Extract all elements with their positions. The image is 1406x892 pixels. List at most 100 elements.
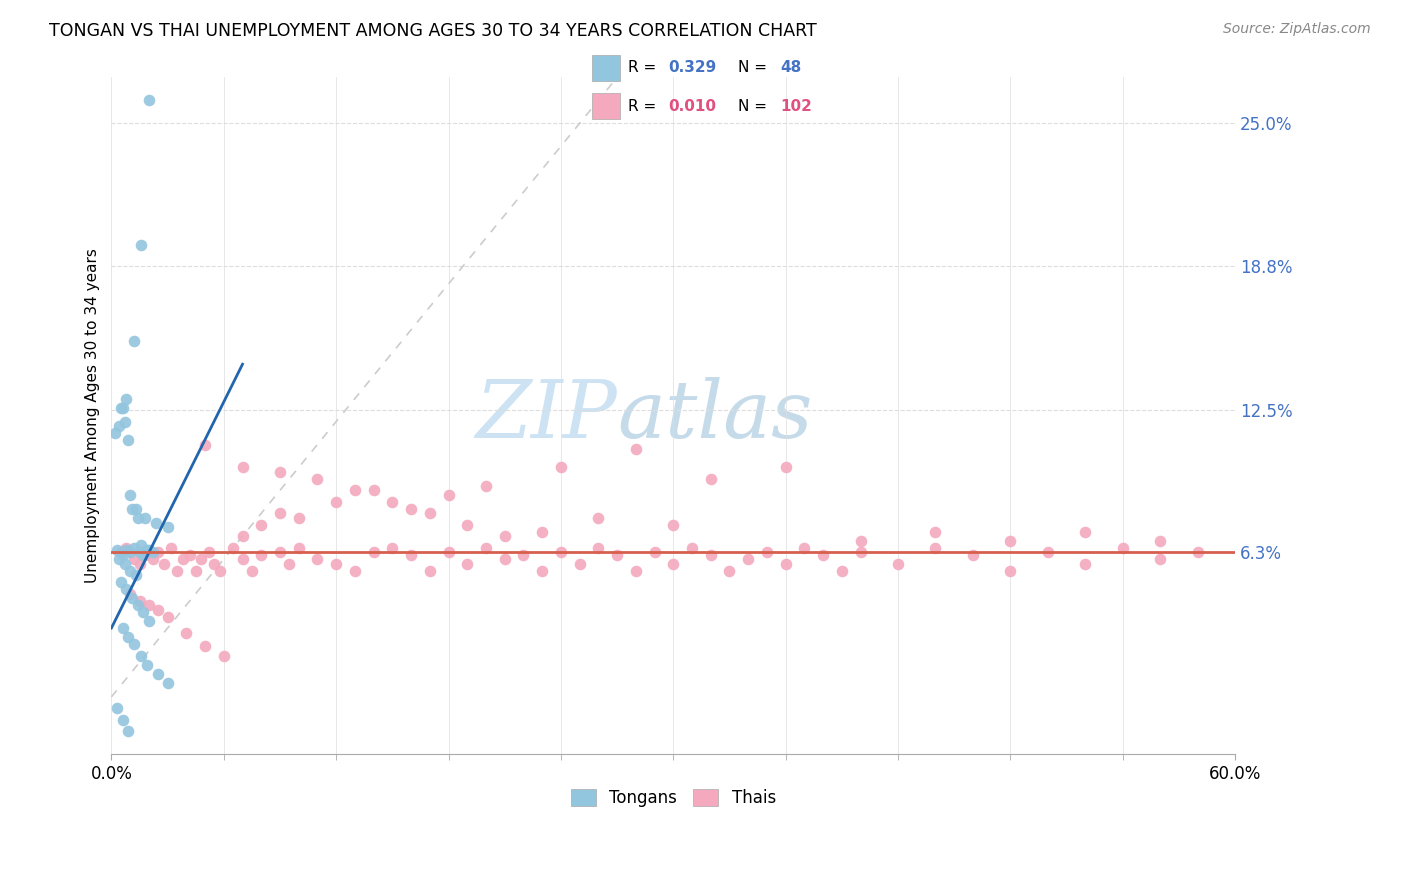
- Point: [381, 541, 404, 555]
- Point: [190, 552, 212, 566]
- Text: R =: R =: [628, 98, 657, 113]
- Point: [148, 602, 170, 616]
- Point: [122, 637, 145, 651]
- Point: [568, 557, 591, 571]
- Point: [156, 676, 179, 690]
- Point: [145, 516, 167, 530]
- Point: [114, 557, 136, 571]
- Point: [849, 545, 872, 559]
- Text: TONGAN VS THAI UNEMPLOYMENT AMONG AGES 30 TO 34 YEARS CORRELATION CHART: TONGAN VS THAI UNEMPLOYMENT AMONG AGES 3…: [49, 22, 817, 40]
- Point: [381, 495, 404, 509]
- Point: [437, 488, 460, 502]
- Point: [550, 460, 572, 475]
- Point: [343, 483, 366, 498]
- Point: [125, 501, 148, 516]
- Point: [166, 564, 188, 578]
- Point: [550, 545, 572, 559]
- Point: [811, 548, 834, 562]
- Point: [662, 557, 685, 571]
- Point: [148, 667, 170, 681]
- Point: [128, 593, 150, 607]
- Point: [120, 586, 142, 600]
- Point: [662, 517, 685, 532]
- Point: [156, 609, 179, 624]
- Point: [307, 552, 329, 566]
- Point: [755, 545, 778, 559]
- Point: [456, 557, 478, 571]
- Point: [138, 94, 160, 108]
- Point: [136, 543, 159, 558]
- FancyBboxPatch shape: [592, 94, 620, 119]
- Point: [121, 501, 143, 516]
- Point: [512, 548, 534, 562]
- Point: [606, 548, 628, 562]
- Text: 0.329: 0.329: [668, 61, 716, 76]
- Text: 102: 102: [780, 98, 813, 113]
- Point: [115, 543, 138, 558]
- Point: [125, 568, 148, 582]
- Point: [775, 460, 797, 475]
- Point: [287, 541, 309, 555]
- Point: [128, 557, 150, 571]
- Point: [110, 401, 132, 415]
- Point: [138, 598, 160, 612]
- Point: [793, 541, 815, 555]
- Point: [131, 538, 153, 552]
- Point: [363, 483, 385, 498]
- Point: [148, 545, 170, 559]
- Text: N =: N =: [738, 61, 768, 76]
- Point: [363, 545, 385, 559]
- Point: [120, 545, 142, 559]
- Point: [343, 564, 366, 578]
- Point: [849, 533, 872, 548]
- Point: [156, 520, 179, 534]
- Point: [179, 548, 201, 562]
- Point: [1036, 545, 1059, 559]
- Point: [120, 564, 142, 578]
- Point: [287, 511, 309, 525]
- Y-axis label: Unemployment Among Ages 30 to 34 years: Unemployment Among Ages 30 to 34 years: [86, 248, 100, 583]
- Point: [142, 545, 165, 559]
- Point: [132, 605, 155, 619]
- Point: [250, 517, 273, 532]
- Point: [105, 701, 128, 715]
- Text: N =: N =: [738, 98, 768, 113]
- Point: [962, 548, 984, 562]
- Point: [176, 625, 198, 640]
- Point: [194, 437, 217, 451]
- Point: [131, 648, 153, 663]
- Point: [456, 517, 478, 532]
- Point: [108, 419, 131, 434]
- Point: [307, 472, 329, 486]
- Point: [198, 545, 221, 559]
- FancyBboxPatch shape: [592, 55, 620, 80]
- Point: [172, 552, 194, 566]
- Point: [111, 548, 134, 562]
- Point: [138, 614, 160, 628]
- Point: [212, 648, 235, 663]
- Point: [117, 433, 139, 447]
- Point: [127, 511, 149, 525]
- Point: [110, 545, 132, 559]
- Point: [269, 465, 291, 479]
- Point: [1074, 557, 1097, 571]
- Point: [184, 564, 207, 578]
- Point: [132, 548, 155, 562]
- Point: [681, 541, 703, 555]
- Point: [1112, 541, 1135, 555]
- Text: ZIP: ZIP: [475, 377, 617, 455]
- Point: [588, 541, 610, 555]
- Point: [138, 543, 160, 558]
- Point: [120, 488, 142, 502]
- Point: [325, 495, 347, 509]
- Point: [222, 541, 245, 555]
- Point: [122, 541, 145, 555]
- Point: [231, 460, 253, 475]
- Point: [437, 545, 460, 559]
- Point: [399, 501, 422, 516]
- Point: [250, 548, 273, 562]
- Point: [419, 506, 441, 520]
- Point: [121, 591, 143, 606]
- Point: [114, 415, 136, 429]
- Point: [588, 511, 610, 525]
